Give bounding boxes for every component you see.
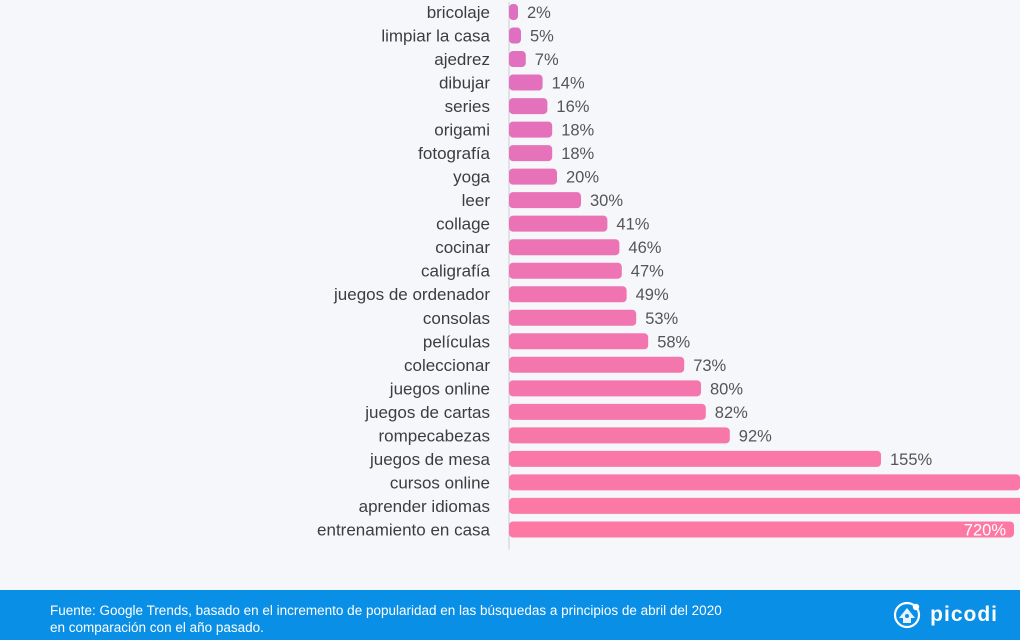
bar bbox=[509, 450, 881, 467]
value-label: 14% bbox=[552, 75, 585, 93]
category-label: películas bbox=[423, 332, 490, 351]
category-label: entrenamiento en casa bbox=[317, 520, 490, 539]
bar bbox=[509, 403, 706, 420]
category-label: consolas bbox=[423, 309, 490, 328]
bar bbox=[509, 145, 553, 162]
category-label: leer bbox=[462, 191, 491, 210]
picodi-logo-icon bbox=[894, 601, 921, 629]
value-label: 20% bbox=[566, 169, 599, 187]
category-label: limpiar la casa bbox=[381, 27, 490, 46]
bar bbox=[509, 497, 1020, 514]
bar bbox=[509, 239, 620, 256]
value-label: 720% bbox=[964, 521, 1007, 539]
value-label: 92% bbox=[739, 427, 772, 445]
value-label: 41% bbox=[616, 216, 649, 234]
value-label: 2% bbox=[527, 4, 551, 22]
category-label: dibujar bbox=[439, 74, 490, 93]
bar bbox=[509, 98, 548, 115]
category-label: juegos online bbox=[389, 379, 490, 398]
value-label: 30% bbox=[590, 192, 623, 210]
category-label: series bbox=[445, 97, 490, 116]
value-label: 7% bbox=[535, 51, 559, 69]
category-label: juegos de cartas bbox=[364, 403, 490, 422]
category-label: yoga bbox=[453, 168, 490, 187]
category-label: ajedrez bbox=[434, 50, 490, 69]
bar-chart: bricolaje 2% limpiar la casa 5% ajedrez 7% dib… bbox=[317, 2, 1020, 550]
source-line-1: Fuente: Google Trends, basado en el incr… bbox=[50, 603, 722, 618]
bar bbox=[509, 27, 521, 44]
value-label: 46% bbox=[628, 239, 661, 257]
value-label: 80% bbox=[710, 380, 743, 398]
value-label: 73% bbox=[693, 357, 726, 375]
category-label: juegos de mesa bbox=[369, 450, 491, 469]
value-label: 18% bbox=[561, 122, 594, 140]
footer-bar: Fuente: Google Trends, basado en el incr… bbox=[0, 590, 1020, 640]
bar bbox=[509, 51, 526, 68]
bar bbox=[509, 521, 1014, 538]
bar bbox=[509, 74, 543, 91]
brand-name: picodi bbox=[930, 603, 998, 626]
bar bbox=[509, 192, 581, 209]
value-label: 47% bbox=[631, 263, 664, 281]
bar bbox=[509, 215, 608, 232]
value-label: 49% bbox=[636, 286, 669, 304]
bar bbox=[509, 121, 553, 138]
value-label: 155% bbox=[890, 451, 933, 469]
bar bbox=[509, 4, 518, 20]
category-label: fotografía bbox=[418, 144, 490, 163]
category-label: origami bbox=[434, 121, 490, 140]
bar bbox=[509, 356, 685, 373]
source-line-2: en comparación con el año pasado. bbox=[50, 620, 264, 635]
value-label: 16% bbox=[556, 98, 589, 116]
category-label: cocinar bbox=[435, 238, 490, 257]
category-label: rompecabezas bbox=[378, 426, 490, 445]
category-label: collage bbox=[436, 215, 490, 234]
bar bbox=[509, 333, 649, 350]
bar bbox=[509, 168, 557, 185]
bar bbox=[509, 262, 622, 279]
source-note: Fuente: Google Trends, basado en el incr… bbox=[50, 602, 722, 636]
brand-logo: picodi bbox=[892, 600, 998, 630]
value-label: 82% bbox=[715, 404, 748, 422]
value-label: 5% bbox=[530, 28, 554, 46]
bar bbox=[509, 309, 637, 326]
category-label: bricolaje bbox=[427, 3, 490, 22]
bar bbox=[509, 427, 730, 444]
category-label: aprender idiomas bbox=[359, 497, 490, 516]
bar bbox=[509, 474, 1020, 491]
bar bbox=[509, 380, 701, 397]
category-label: coleccionar bbox=[404, 356, 490, 375]
value-label: 53% bbox=[645, 310, 678, 328]
bar bbox=[509, 286, 627, 303]
value-label: 18% bbox=[561, 145, 594, 163]
category-label: juegos de ordenador bbox=[333, 285, 490, 304]
category-label: caligrafía bbox=[421, 262, 491, 281]
value-label: 58% bbox=[657, 333, 690, 351]
category-label: cursos online bbox=[390, 473, 490, 492]
